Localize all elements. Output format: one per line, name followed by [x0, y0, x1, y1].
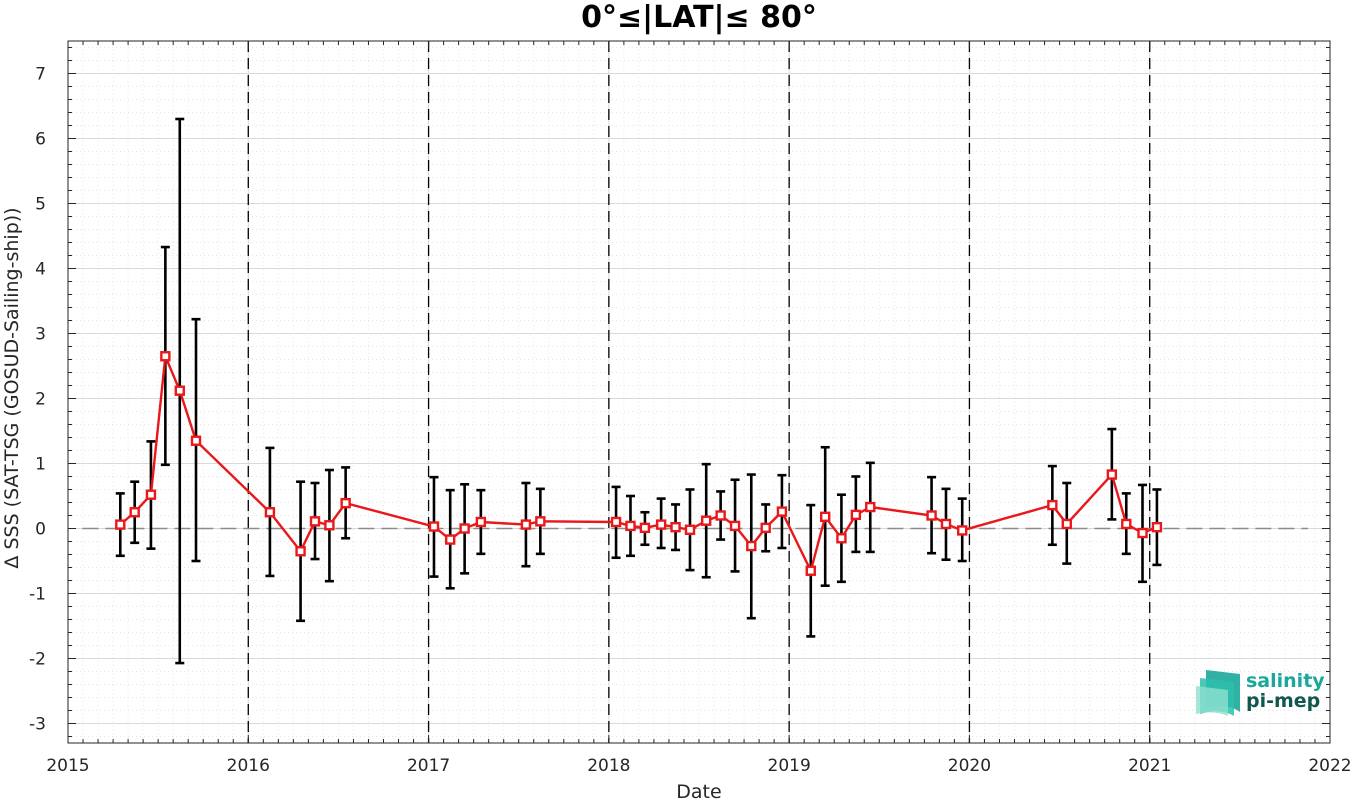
x-tick-label: 2022 [1308, 756, 1351, 776]
y-tick-label: 0 [35, 520, 46, 540]
data-point [670, 522, 681, 533]
data-point [715, 510, 726, 521]
x-tick-label: 2019 [768, 756, 811, 776]
data-point [729, 520, 741, 532]
data-point [428, 521, 440, 532]
data-point [535, 516, 546, 527]
data-point [805, 565, 816, 576]
y-tick-label: -3 [29, 715, 46, 735]
data-point [264, 507, 276, 518]
logo-wave-icon [1196, 670, 1240, 716]
data-point [926, 510, 937, 521]
data-point [174, 385, 185, 396]
y-tick-label: 3 [35, 325, 46, 345]
data-point [309, 516, 321, 527]
data-point [1047, 499, 1058, 511]
x-tick-label: 2016 [227, 756, 270, 776]
data-point [684, 524, 696, 535]
grid [67, 41, 1331, 743]
data-point [1121, 518, 1132, 530]
year-boundary-lines [247, 41, 1151, 743]
x-tick-label: 2020 [948, 756, 991, 776]
data-point [445, 534, 456, 545]
data-point [115, 519, 126, 530]
data-point [850, 509, 862, 521]
data-point [655, 519, 667, 530]
data-point [1151, 522, 1163, 533]
data-point [836, 533, 847, 544]
data-point [160, 351, 171, 362]
data-point [1137, 527, 1148, 539]
x-tick-label: 2021 [1128, 756, 1171, 776]
data-point [340, 497, 351, 509]
data-point [459, 523, 470, 534]
chart-title: 0°≤|LAT|≤ 80° [581, 0, 817, 35]
y-tick-label: -2 [29, 650, 46, 670]
y-tick-label: 7 [35, 65, 46, 85]
x-tick-labels: 2015 2016 2017 2018 2019 2020 2021 2022 [46, 756, 1351, 776]
data-point [1106, 469, 1118, 480]
data-point [820, 511, 831, 522]
data-point [295, 546, 306, 557]
x-tick-label: 2015 [46, 756, 89, 776]
y-tick-label: 2 [35, 390, 46, 410]
salinity-pi-mep-logo: salinity pi-mep [1196, 670, 1325, 716]
y-tick-label: 6 [35, 130, 46, 150]
data-point [190, 435, 202, 446]
data-point [776, 506, 788, 517]
axes-frame [67, 40, 1331, 744]
data-point [701, 515, 712, 526]
data-point [324, 520, 335, 531]
data-point [1061, 518, 1072, 530]
data-point [610, 516, 622, 528]
logo-text-pi-mep: pi-mep [1246, 690, 1320, 712]
y-tick-label: -1 [29, 585, 46, 605]
data-point [940, 518, 952, 530]
y-tick-label: 1 [35, 455, 46, 475]
data-markers [115, 351, 1163, 576]
x-axis-label: Date [676, 781, 721, 801]
data-point [746, 540, 757, 552]
y-axis-label: Δ SSS (SAT-TSG (GOSUD-Sailing-ship)) [1, 207, 23, 568]
data-point [145, 489, 157, 500]
y-tick-label: 5 [35, 195, 46, 215]
y-tick-label: 4 [35, 260, 46, 280]
y-tick-labels: -3 -2 -1 0 1 2 3 4 5 6 7 [29, 65, 46, 735]
data-point [129, 507, 140, 518]
data-point [760, 522, 771, 534]
data-point [639, 522, 651, 534]
data-point [865, 501, 876, 513]
data-point [520, 519, 532, 530]
x-tick-label: 2018 [587, 756, 630, 776]
x-tick-label: 2017 [407, 756, 450, 776]
data-point [625, 520, 636, 532]
logo-text-salinity: salinity [1246, 670, 1325, 692]
data-point [957, 525, 968, 536]
data-point [475, 516, 487, 528]
